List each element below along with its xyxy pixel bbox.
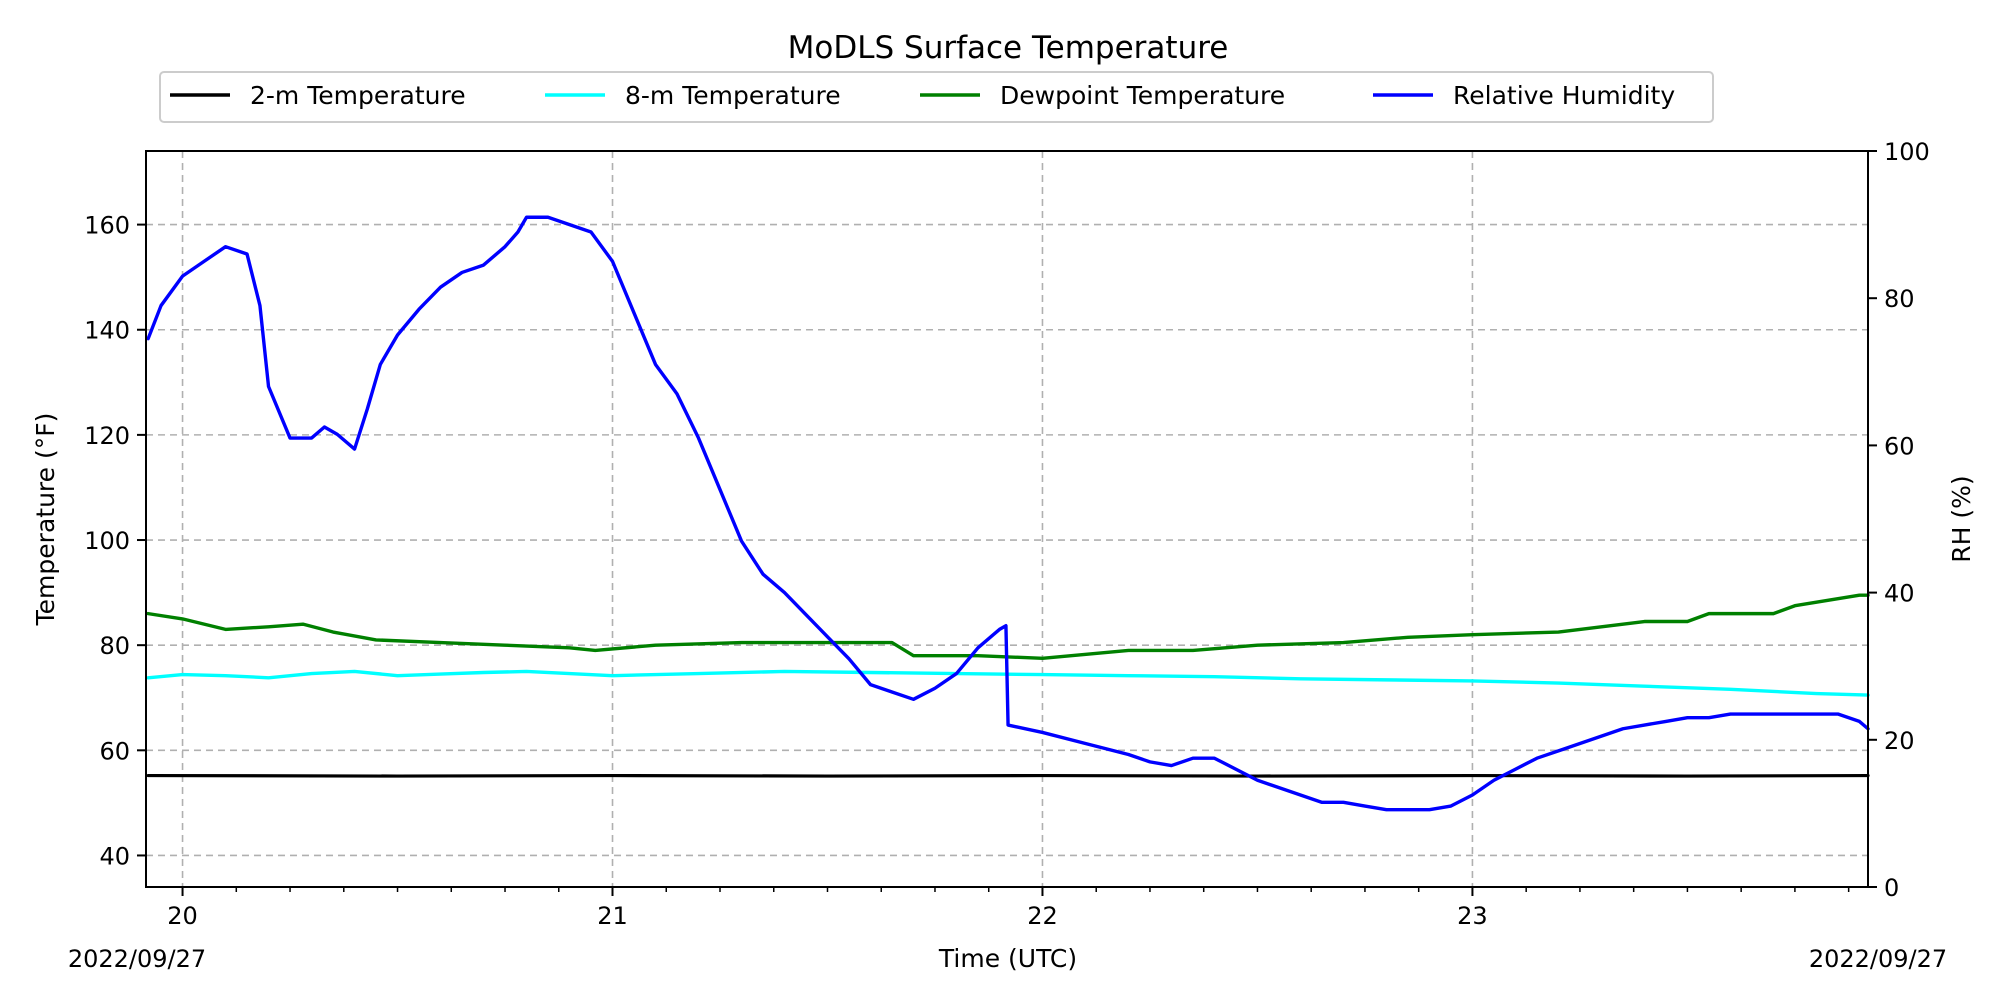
legend-label-2m-temperature: 2-m Temperature	[250, 81, 466, 110]
x-start-date-label: 2022/09/27	[68, 945, 206, 973]
y-tick-label: 80	[99, 632, 130, 660]
chart-title: MoDLS Surface Temperature	[788, 30, 1229, 66]
tick-layer: 20 21 22 23 40 60 80 100 120 140 160 0 20 40 60 80 100	[84, 138, 1930, 930]
y-tick-label: 120	[84, 422, 130, 450]
y-tick-label: 100	[84, 527, 130, 555]
y-tick-label: 60	[99, 737, 130, 765]
y-tick-label: 40	[99, 842, 130, 870]
x-tick-label: 22	[1027, 902, 1058, 930]
series-line-relative-humidity	[146, 215, 1870, 812]
legend-label-8m-temperature: 8-m Temperature	[625, 81, 841, 110]
legend-item-relative-humidity: Relative Humidity	[1373, 81, 1675, 110]
y2-axis-title: RH (%)	[1947, 475, 1976, 562]
legend-box	[159, 71, 1714, 123]
legend: 2-m Temperature 8-m Temperature Dewpoint…	[159, 71, 1714, 123]
legend-item-2m-temperature: 2-m Temperature	[170, 81, 466, 110]
grid-layer	[146, 151, 1868, 887]
x-end-date-label: 2022/09/27	[1809, 945, 1947, 973]
legend-item-8m-temperature: 8-m Temperature	[545, 81, 841, 110]
series-line-8-m-temperature	[146, 669, 1870, 697]
y-axis-title: Temperature (°F)	[31, 413, 60, 627]
y2-tick-label: 100	[1884, 138, 1930, 166]
y2-tick-label: 20	[1884, 727, 1915, 755]
series-line-dewpoint-temperature	[146, 593, 1870, 661]
x-tick-label: 20	[167, 902, 198, 930]
series-line-2-m-temperature	[146, 773, 1870, 778]
x-tick-label: 23	[1457, 902, 1488, 930]
series-layer	[146, 215, 1870, 812]
y2-tick-label: 0	[1884, 874, 1899, 902]
x-axis-title: Time (UTC)	[938, 944, 1077, 973]
y-tick-label: 140	[84, 317, 130, 345]
x-tick-label: 21	[597, 902, 628, 930]
legend-item-dewpoint-temperature: Dewpoint Temperature	[920, 81, 1285, 110]
y2-tick-label: 60	[1884, 432, 1915, 460]
legend-label-relative-humidity: Relative Humidity	[1453, 81, 1675, 110]
y-tick-label: 160	[84, 212, 130, 240]
y2-tick-label: 80	[1884, 285, 1915, 313]
legend-label-dewpoint-temperature: Dewpoint Temperature	[1000, 81, 1285, 110]
y2-tick-label: 40	[1884, 580, 1915, 608]
plot-frame	[145, 150, 1869, 888]
